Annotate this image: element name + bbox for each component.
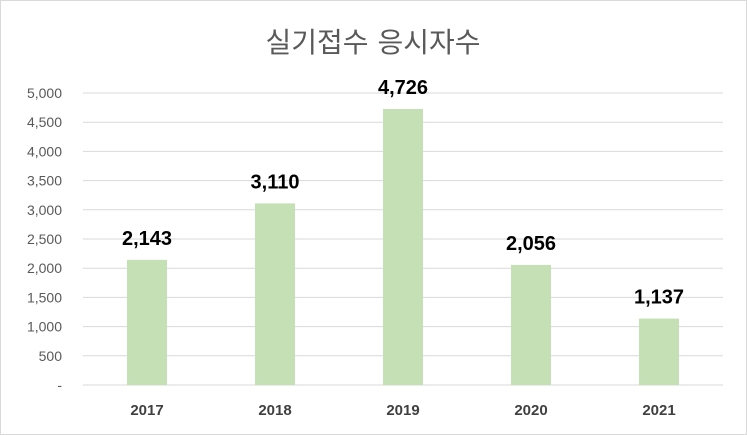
y-tick-label: 3,000 <box>27 202 62 218</box>
x-tick-label: 2021 <box>642 402 675 419</box>
x-tick-label: 2020 <box>514 402 547 419</box>
y-tick-label: 1,000 <box>27 319 62 335</box>
chart-title: 실기접수 응시자수 <box>266 26 481 59</box>
y-tick-label: 3,500 <box>27 173 62 189</box>
data-label-2020: 2,056 <box>506 233 556 255</box>
x-tick-label: 2019 <box>386 402 419 419</box>
bar-2019 <box>383 109 423 386</box>
bar-2021 <box>639 318 679 385</box>
data-labels: 2,143 3,110 4,726 2,056 1,137 <box>122 77 684 309</box>
y-tick-label: 500 <box>39 348 63 364</box>
y-tick-label: 4,000 <box>27 143 62 159</box>
y-tick-label: 1,500 <box>27 289 62 305</box>
y-tick-label: - <box>57 377 62 393</box>
y-tick-label: 2,000 <box>27 260 62 276</box>
bar-2020 <box>511 264 551 385</box>
bar-2018 <box>255 203 295 385</box>
data-label-2018: 3,110 <box>251 171 300 193</box>
data-label-2021: 1,137 <box>634 287 684 309</box>
x-tick-label: 2017 <box>130 402 163 419</box>
x-axis-ticks: 2017 2018 2019 2020 2021 <box>130 402 675 419</box>
bars <box>127 109 679 386</box>
y-tick-label: 2,500 <box>27 231 62 247</box>
bar-2017 <box>127 259 167 385</box>
y-tick-label: 4,500 <box>27 114 62 130</box>
y-axis-ticks: - 500 1,000 1,500 2,000 2,500 3,000 3,500 4,000 4… <box>27 85 62 393</box>
x-tick-label: 2018 <box>258 402 291 419</box>
y-tick-label: 5,000 <box>27 85 62 101</box>
data-label-2017: 2,143 <box>122 228 172 250</box>
data-label-2019: 4,726 <box>378 77 428 99</box>
